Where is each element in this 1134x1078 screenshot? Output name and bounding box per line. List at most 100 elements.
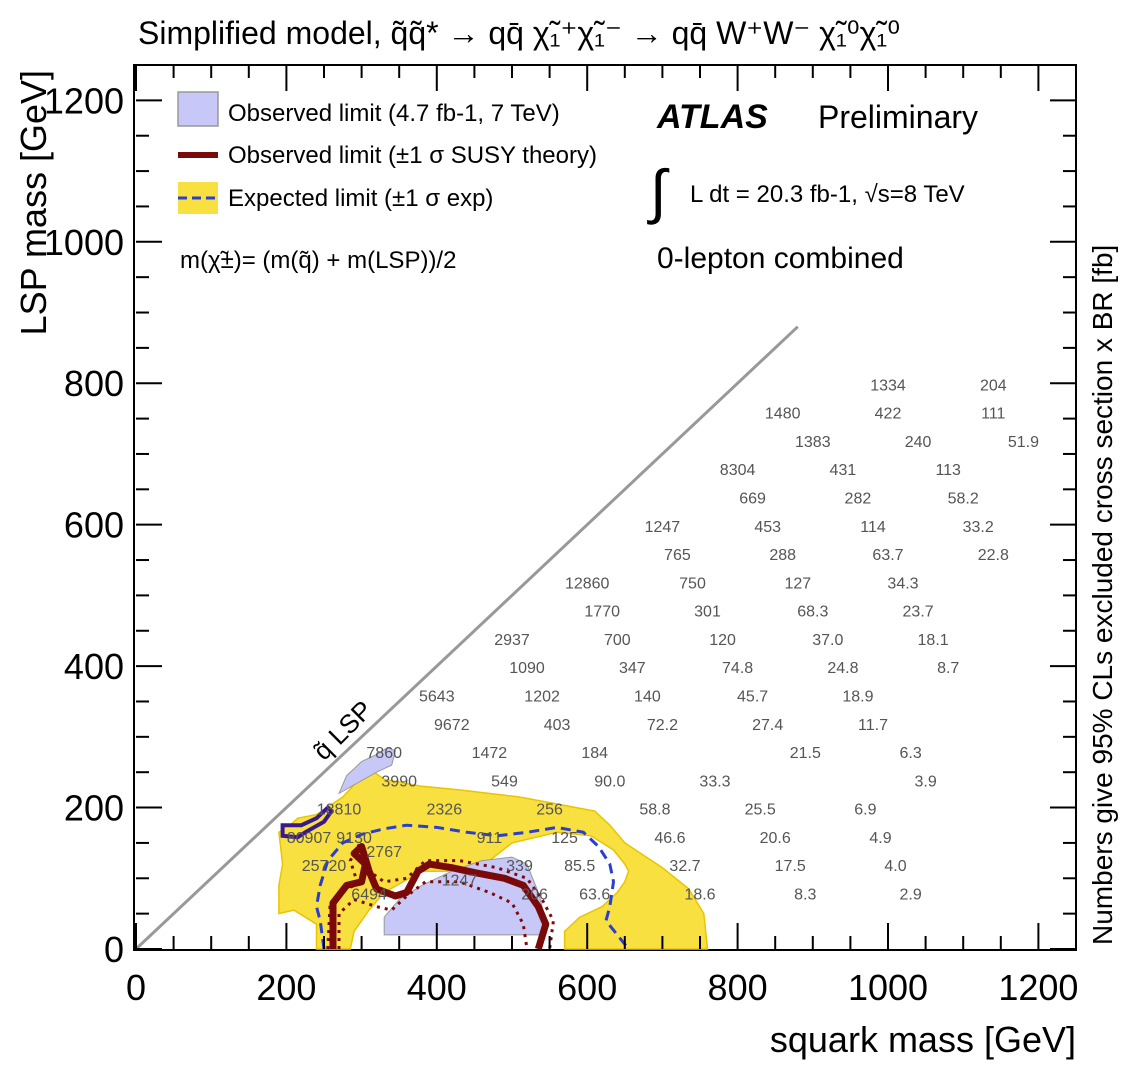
xsec-value: 32.7 xyxy=(669,858,700,875)
xsec-value: 18810 xyxy=(317,802,362,819)
xsec-value: 288 xyxy=(769,547,796,564)
y-tick-label: 400 xyxy=(64,646,124,687)
xsec-value: 549 xyxy=(491,773,518,790)
xsec-value: 1770 xyxy=(584,604,620,621)
y-tick-label: 800 xyxy=(64,363,124,404)
legend-label-expected: Expected limit (±1 σ exp) xyxy=(228,185,493,212)
x-tick-label: 1200 xyxy=(998,967,1078,1008)
y-tick-label: 1200 xyxy=(44,80,124,121)
xsec-value: 27.4 xyxy=(752,717,783,734)
y-tick-labels: 0 200 400 600 800 1000 1200 xyxy=(44,80,124,970)
integral-sign-icon: ∫ xyxy=(647,158,670,225)
xsec-value: 18.6 xyxy=(684,887,715,904)
mass-relation: m(χ̃±)= (m(q̃) + m(LSP))/2 xyxy=(180,247,456,274)
xsec-value: 18.9 xyxy=(842,689,873,706)
xsec-value: 1090 xyxy=(509,660,545,677)
chart-title: Simplified model, q̃q̃* → qq̄ χ̃₁⁺χ̃₁⁻ →… xyxy=(138,15,900,51)
x-tick-label: 800 xyxy=(708,967,768,1008)
xsec-value: 12860 xyxy=(565,575,610,592)
xsec-value: 765 xyxy=(664,547,691,564)
y-tick-label: 1000 xyxy=(44,222,124,263)
experiment-status: Preliminary xyxy=(818,99,978,135)
xsec-value: 25.5 xyxy=(745,802,776,819)
xsec-value: 431 xyxy=(830,462,857,479)
xsec-value: 453 xyxy=(754,519,781,536)
xsec-value: 23.7 xyxy=(903,604,934,621)
observed-limit-minus-sigma xyxy=(337,880,529,950)
cross-section-numbers: 1334 204 1480 422 111 1383 240 51.9 8304 431 113 66… xyxy=(287,377,1039,903)
xsec-value: 240 xyxy=(905,434,932,451)
y-tick-label: 600 xyxy=(64,505,124,546)
xsec-value: 45.7 xyxy=(737,689,768,706)
contour-layer xyxy=(278,746,709,951)
xsec-value: 1202 xyxy=(524,689,560,706)
x-tick-label: 200 xyxy=(256,967,316,1008)
xsec-value: 1480 xyxy=(765,406,801,423)
diagonal-line xyxy=(134,325,799,951)
legend-label-observed: Observed limit (±1 σ SUSY theory) xyxy=(228,142,597,169)
xsec-value: 184 xyxy=(581,745,608,762)
x-tick-labels: 0 200 400 600 800 1000 1200 xyxy=(126,967,1078,1008)
xsec-value: 347 xyxy=(619,660,646,677)
xsec-value: 4.0 xyxy=(884,858,906,875)
xsec-value: 63.6 xyxy=(579,887,610,904)
xsec-value: 24.8 xyxy=(827,660,858,677)
xsec-value: 120 xyxy=(709,632,736,649)
xsec-value: 11.7 xyxy=(858,717,888,734)
xsec-value: 51.9 xyxy=(1008,434,1039,451)
xsec-value: 301 xyxy=(694,604,721,621)
xsec-value: 6.9 xyxy=(854,802,876,819)
observed-7tev-region-upper xyxy=(337,746,396,795)
observed-limit-line xyxy=(329,843,550,951)
y-tick-label: 200 xyxy=(64,788,124,829)
xsec-value: 204 xyxy=(980,377,1007,394)
xsec-value: 8.7 xyxy=(937,660,959,677)
xsec-value: 1472 xyxy=(472,745,508,762)
xsec-value: 127 xyxy=(784,575,811,592)
z-axis-label: Numbers give 95% CLs excluded cross sect… xyxy=(1087,245,1118,945)
xsec-value: 750 xyxy=(679,575,706,592)
luminosity-text: L dt = 20.3 fb-1, √s=8 TeV xyxy=(690,181,965,208)
xsec-value: 18.1 xyxy=(918,632,949,649)
x-tick-label: 400 xyxy=(407,967,467,1008)
xsec-value: 3990 xyxy=(381,773,417,790)
axis-ticks xyxy=(135,64,1077,950)
xsec-value: 140 xyxy=(634,689,661,706)
xsec-value: 2326 xyxy=(427,802,463,819)
xsec-value: 403 xyxy=(544,717,571,734)
observed-limit-island xyxy=(280,804,335,840)
xsec-value: 125 xyxy=(551,830,578,847)
xsec-value: 422 xyxy=(875,406,902,423)
xsec-value: 46.6 xyxy=(654,830,685,847)
xsec-value: 25720 xyxy=(302,858,347,875)
xsec-value: 113 xyxy=(935,462,961,479)
x-tick-label: 0 xyxy=(126,967,146,1008)
xsec-value: 2767 xyxy=(366,844,402,861)
xsec-value: 114 xyxy=(860,519,886,536)
xsec-value: 33.3 xyxy=(699,773,730,790)
xsec-value: 33.2 xyxy=(963,519,994,536)
xsec-value: 37.0 xyxy=(812,632,843,649)
xsec-value: 21.5 xyxy=(790,745,821,762)
xsec-value: 6.3 xyxy=(899,745,921,762)
xsec-value: 58.8 xyxy=(639,802,670,819)
xsec-value: 85.5 xyxy=(564,858,595,875)
xsec-value: 256 xyxy=(536,802,563,819)
xsec-value: 1334 xyxy=(870,377,906,394)
xsec-value: 90.0 xyxy=(594,773,625,790)
xsec-value: 111 xyxy=(981,406,1005,423)
plot-frame xyxy=(133,64,1077,951)
xsec-value: 3.9 xyxy=(914,773,936,790)
xsec-value: 4.9 xyxy=(869,830,891,847)
xsec-value: 72.2 xyxy=(647,717,678,734)
legend-label-observed-7tev: Observed limit (4.7 fb-1, 7 TeV) xyxy=(228,100,560,127)
xsec-value: 282 xyxy=(845,491,872,508)
xsec-value: 2.9 xyxy=(899,887,921,904)
xsec-value: 63.7 xyxy=(872,547,903,564)
xsec-value: 339 xyxy=(506,858,533,875)
xsec-value: 68.3 xyxy=(797,604,828,621)
expected-limit-line xyxy=(314,823,630,950)
xsec-value: 7860 xyxy=(366,745,402,762)
experiment-name: ATLAS xyxy=(656,98,768,136)
xsec-value: 22.8 xyxy=(978,547,1009,564)
